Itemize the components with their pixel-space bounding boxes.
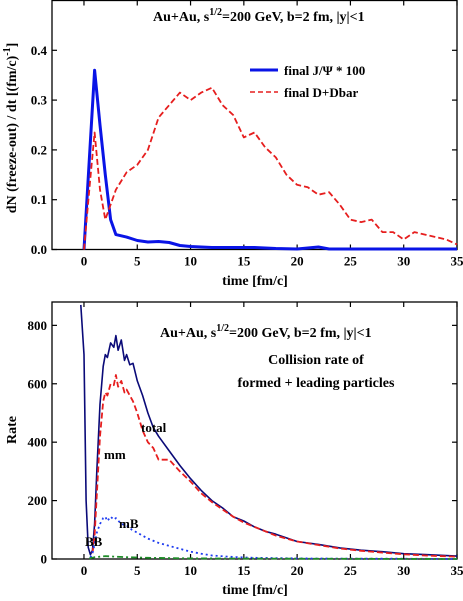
top-series-layer <box>82 68 458 251</box>
series-label-bb: BB <box>85 534 103 549</box>
top-xtick-label: 25 <box>344 254 358 269</box>
bottom-xtick-label: 25 <box>344 563 358 578</box>
bottom-series-3 <box>89 555 458 560</box>
top-ytick-label: 0.4 <box>31 43 48 58</box>
top-plot-frame <box>51 0 458 251</box>
series-label-total: total <box>141 420 167 435</box>
bottom-xtick-label: 0 <box>81 563 88 578</box>
series-label-mm: mm <box>104 447 126 462</box>
bottom-series-layer <box>80 304 458 560</box>
bottom-xtick-label: 20 <box>291 563 304 578</box>
bottom-ytick-label: 0 <box>41 552 48 567</box>
bottom-subtitle-line1: Collision rate of <box>268 353 364 368</box>
top-ticks: 0 5 10 15 20 25 30 35 0.0 0.1 0.2 0.3 0.4 <box>31 0 463 269</box>
bottom-panel: 0 5 10 15 20 25 30 35 0 200 400 600 800 Au+Au, s1/2=… <box>5 301 463 598</box>
bottom-ytick-label: 400 <box>28 435 48 450</box>
bottom-x-axis-label: time [fm/c] <box>222 583 288 598</box>
top-xtick-label: 20 <box>291 254 304 269</box>
series-label-mb: mB <box>119 516 139 531</box>
top-xtick-label: 5 <box>134 254 141 269</box>
top-panel: 0 5 10 15 20 25 30 35 0.0 0.1 0.2 0.3 0.4 Au+Au, s1/… <box>2 0 463 289</box>
top-panel-title: Au+Au, s1/2=200 GeV, b=2 fm, |y|<1 <box>153 7 365 25</box>
legend-label-d: final D+Dbar <box>284 85 358 100</box>
bottom-ticks: 0 5 10 15 20 25 30 35 0 200 400 600 800 <box>28 302 463 578</box>
bottom-plot-frame <box>51 301 458 560</box>
top-xtick-label: 30 <box>397 254 410 269</box>
top-ytick-label: 0.2 <box>31 142 47 157</box>
bottom-xtick-label: 10 <box>184 563 197 578</box>
legend: final J/Ψ * 100 final D+Dbar <box>250 63 365 100</box>
bottom-y-axis-label: Rate <box>5 416 20 444</box>
bottom-ytick-label: 800 <box>28 318 48 333</box>
bottom-xtick-label: 35 <box>451 563 463 578</box>
bottom-xtick-label: 30 <box>397 563 410 578</box>
top-xtick-label: 35 <box>451 254 463 269</box>
top-x-axis-label: time [fm/c] <box>222 274 288 289</box>
bottom-xtick-label: 15 <box>237 563 251 578</box>
bottom-xtick-label: 5 <box>134 563 141 578</box>
bottom-panel-title: Au+Au, s1/2=200 GeV, b=2 fm, |y|<1 <box>160 323 372 341</box>
top-ytick-label: 0.0 <box>31 242 47 257</box>
bottom-series-2 <box>89 515 458 560</box>
legend-label-jpsi: final J/Ψ * 100 <box>284 63 365 78</box>
bottom-ytick-label: 600 <box>28 376 48 391</box>
bottom-series-1 <box>91 374 458 558</box>
top-ytick-label: 0.1 <box>31 192 47 207</box>
top-xtick-label: 10 <box>184 254 197 269</box>
top-series-0 <box>82 68 457 251</box>
top-y-axis-label: dN (freeze-out) / dt [(fm/c)-1] <box>2 43 20 214</box>
bottom-ytick-label: 200 <box>28 493 48 508</box>
top-xtick-label: 0 <box>81 254 88 269</box>
bottom-subtitle-line2: formed + leading particles <box>238 376 395 391</box>
top-ytick-label: 0.3 <box>31 93 48 108</box>
top-series-1 <box>83 86 458 250</box>
top-xtick-label: 15 <box>237 254 251 269</box>
